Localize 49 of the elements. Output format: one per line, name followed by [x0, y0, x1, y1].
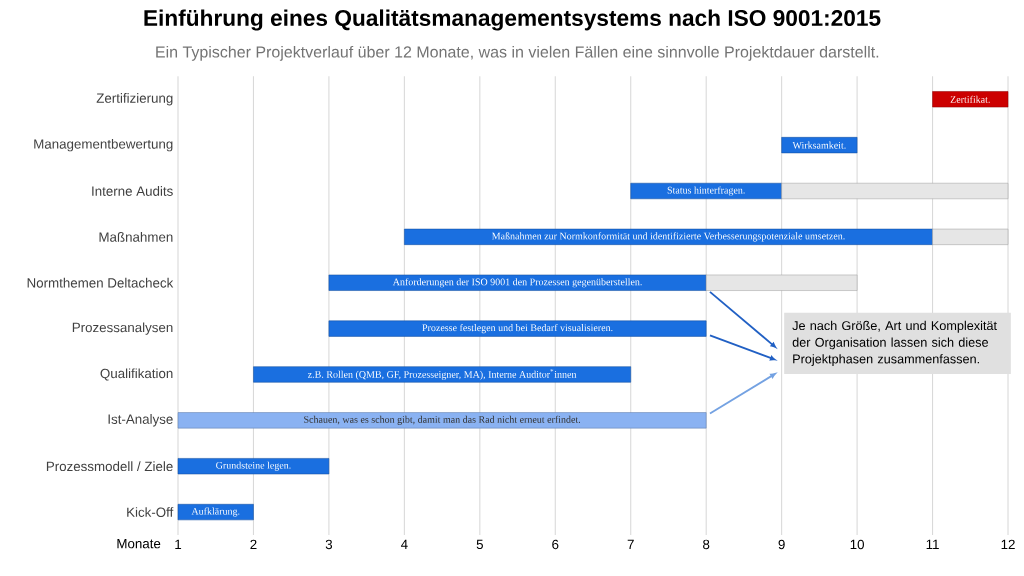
x-tick-label: 10	[850, 539, 864, 550]
x-tick-label: 7	[627, 539, 634, 549]
y-tick-label: Zertifizierung	[96, 93, 173, 106]
data-label: Zertifikat.	[950, 95, 990, 103]
bar	[404, 228, 933, 245]
y-tick-label: Maßnahmen	[99, 231, 173, 242]
data-label: Maßnahmen zur Normkonformität und identifizierte Verbesserungspotenziale umsetzen.	[492, 232, 845, 242]
y-tick-label: Interne Audits	[92, 186, 173, 196]
bar	[253, 366, 631, 383]
x-tick-label: 8	[703, 539, 710, 550]
x-tick-label: 11	[926, 539, 939, 549]
bar	[781, 182, 1009, 200]
y-tick-label: Qualifikation	[100, 368, 173, 381]
bar	[328, 274, 707, 291]
data-label: z.B. Rollen (QMB, GF, Prozesseigner, MA), Interne Auditor$^{*}$innen	[307, 369, 577, 380]
y-tick-label: Ist-Analyse	[108, 414, 173, 427]
annotation: Je nach Größe, Art und Komplexität der Organisation lassen sich diese Projektphasen zusammenfassen.	[792, 320, 997, 366]
data-label: Wirksamkeit.	[792, 141, 846, 149]
x-tick-label: 1	[175, 539, 182, 549]
x-tick-label: 4	[400, 539, 408, 549]
x-tick-label: 6	[552, 539, 559, 550]
bar	[328, 320, 707, 337]
bar	[781, 137, 858, 154]
y-tick-label: Kick-Off	[127, 507, 174, 517]
y-tick-label: Normthemen Deltacheck	[27, 277, 174, 288]
bar	[705, 274, 858, 291]
bar	[177, 412, 707, 429]
bar	[177, 458, 330, 475]
bar	[932, 228, 1009, 245]
chart-title: Einführung eines Qualitätsmanagementsystems nach ISO 9001:2015	[144, 9, 881, 31]
bar	[932, 91, 1009, 108]
data-label: Anforderungen der ISO 9001 den Prozessen gegenüberstellen.	[392, 278, 642, 288]
x-axis-title: Monate	[117, 539, 161, 549]
y-tick-label: Managementbewertung	[34, 138, 173, 152]
data-label: Grundsteine legen.	[216, 461, 291, 471]
x-tick-label: 9	[778, 539, 785, 550]
data-label: Prozesse festlegen und bei Bedarf visualisieren.	[422, 324, 613, 334]
x-tick-label: 12	[1001, 539, 1015, 550]
y-tick-label: Prozessmodell / Ziele	[46, 461, 173, 472]
x-tick-label: 3	[325, 539, 333, 550]
bar	[177, 504, 254, 521]
data-label: Schauen, was es schon gibt, damit man das Rad nicht erneut erfindet.	[304, 415, 581, 425]
x-tick-label: 2	[250, 539, 257, 550]
y-tick-label: Prozessanalysen	[72, 322, 173, 335]
x-tick-label: 5	[476, 539, 483, 550]
chart-subtitle: Ein Typischer Projektverlauf über 12 Monate, was in vielen Fällen eine sinnvolle Projektdauer darstellt.	[156, 45, 879, 61]
data-label: Status hinterfragen.	[667, 186, 745, 196]
bar	[630, 182, 782, 200]
data-label: Aufklärung.	[191, 507, 240, 517]
